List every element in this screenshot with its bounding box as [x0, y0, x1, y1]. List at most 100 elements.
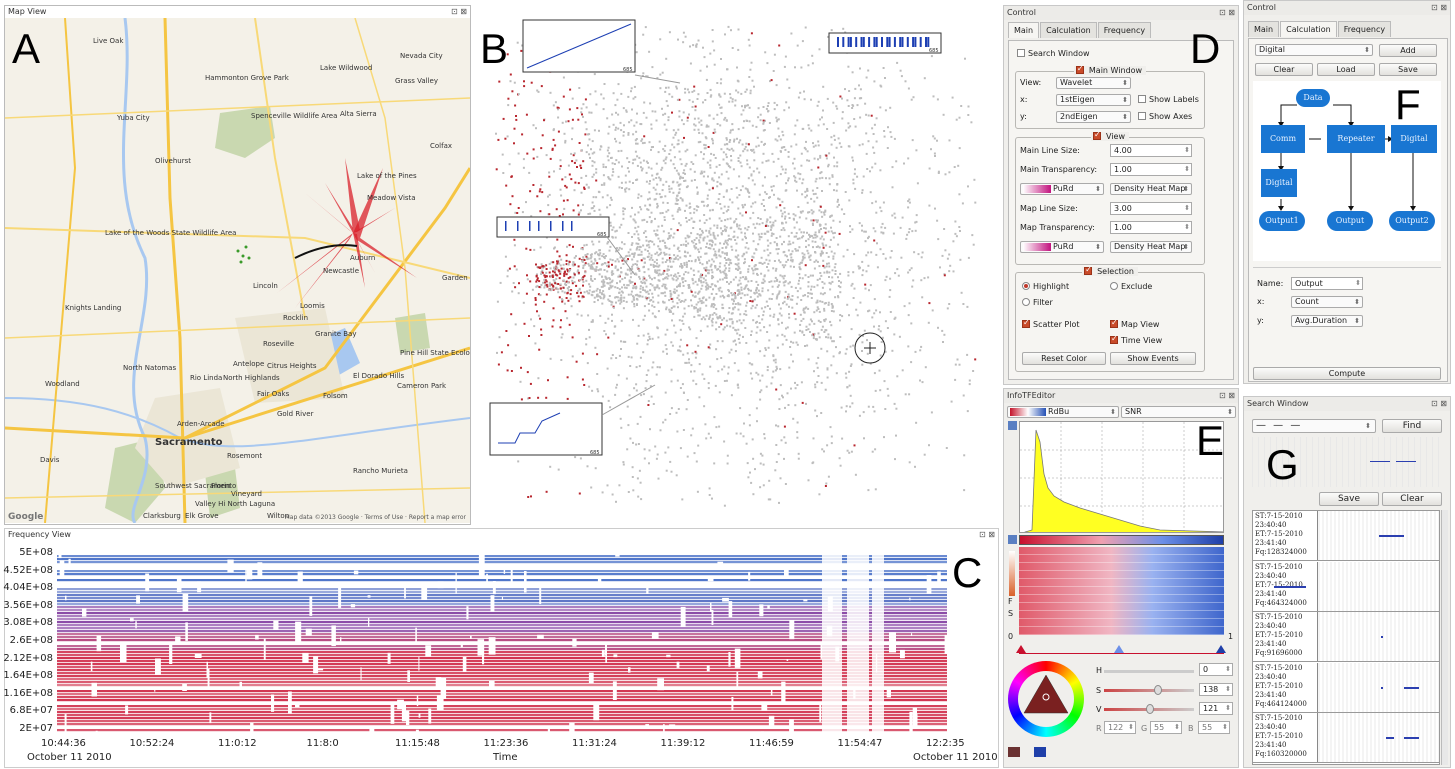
show-events-button[interactable]: Show Events [1110, 352, 1196, 365]
search-window-toggle[interactable]: Search Window [1017, 49, 1090, 58]
color-wheel[interactable] [1008, 661, 1084, 737]
tab-main[interactable]: Main [1008, 22, 1040, 38]
b-input[interactable]: 55 [1198, 721, 1230, 734]
search-result-item[interactable]: ST:7-15-2010 23:40:40 ET:7-15-2010 23:41:40… [1253, 662, 1439, 713]
node-digital-2[interactable]: Digital [1261, 169, 1297, 197]
reset-color-button[interactable]: Reset Color [1022, 352, 1106, 365]
metric-select[interactable]: SNR [1121, 406, 1236, 418]
g-input[interactable]: 55 [1150, 721, 1182, 734]
map-line-size-input[interactable]: 3.00 [1110, 202, 1192, 215]
control-point-red[interactable] [1016, 645, 1026, 653]
exclude-option[interactable]: Exclude [1110, 282, 1152, 291]
sat-slider[interactable] [1104, 685, 1194, 695]
node-output-1[interactable]: Output1 [1259, 211, 1305, 231]
recent-color-2[interactable] [1034, 747, 1046, 757]
collapse-histogram-icon[interactable] [1008, 421, 1017, 430]
exclude-radio[interactable] [1110, 282, 1118, 290]
y-select[interactable]: Avg.Duration [1291, 315, 1363, 327]
save-pattern-button[interactable]: Save [1319, 492, 1379, 506]
x-select[interactable]: 1stEigen [1056, 94, 1131, 106]
time-view-checkbox[interactable] [1110, 334, 1118, 344]
map-transparency-input[interactable]: 1.00 [1110, 221, 1192, 234]
x-select[interactable]: Count [1291, 296, 1363, 308]
tab-calculation[interactable]: Calculation [1280, 21, 1337, 37]
control-point-blue[interactable] [1216, 645, 1226, 653]
hue-input[interactable]: 0 [1199, 663, 1233, 676]
colormap-select-2[interactable]: PuRd [1020, 241, 1104, 253]
side-s-button[interactable]: S [1008, 609, 1014, 618]
scatter-plot[interactable]: 685 685 685 685 [475, 5, 1000, 525]
side-f-button[interactable]: F [1008, 597, 1013, 606]
tab-calculation[interactable]: Calculation [1040, 22, 1097, 38]
colormap-select-1[interactable]: PuRd [1020, 183, 1104, 195]
val-input[interactable]: 121 [1199, 702, 1233, 715]
clear-pattern-button[interactable]: Clear [1382, 492, 1442, 506]
results-scrollbar[interactable] [1441, 510, 1448, 765]
search-result-item[interactable]: ST:7-15-2010 23:40:40 ET:7-15-2010 23:41:40… [1253, 713, 1439, 763]
window-buttons[interactable]: ⊡ ⊠ [1219, 391, 1235, 400]
map-view-checkbox[interactable] [1110, 318, 1118, 328]
view-checkbox[interactable] [1093, 130, 1101, 140]
scatter-plot-checkbox[interactable] [1022, 318, 1030, 328]
window-buttons[interactable]: ⊡ ⊠ [451, 7, 467, 16]
color-triangle[interactable] [1008, 661, 1084, 737]
collapse-tf-icon[interactable] [1008, 535, 1017, 544]
pattern-sketch-area[interactable] [1252, 437, 1442, 487]
add-button[interactable]: Add [1379, 44, 1437, 57]
name-input[interactable]: Output [1291, 277, 1363, 290]
highlight-option[interactable]: Highlight [1022, 282, 1069, 291]
y-select[interactable]: 2ndEigen [1056, 111, 1131, 123]
find-button[interactable]: Find [1382, 419, 1442, 433]
recent-color-1[interactable] [1008, 747, 1020, 757]
scatter-plot-toggle[interactable]: Scatter Plot [1022, 318, 1079, 329]
view-select[interactable]: Wavelet [1056, 77, 1131, 89]
thumbnail-barcode-2[interactable]: 685 [496, 216, 610, 238]
thumbnail-step[interactable]: 685 [489, 402, 603, 456]
sat-input[interactable]: 138 [1199, 683, 1233, 696]
main-transparency-input[interactable]: 1.00 [1110, 163, 1192, 176]
component-type-select[interactable]: Digital [1255, 44, 1373, 56]
frequency-heatmap[interactable] [57, 552, 947, 732]
compute-button[interactable]: Compute [1253, 367, 1441, 380]
node-digital-1[interactable]: Digital [1391, 125, 1437, 153]
node-output-2[interactable]: Output2 [1389, 211, 1435, 231]
main-line-size-input[interactable]: 4.00 [1110, 144, 1192, 157]
load-button[interactable]: Load [1317, 63, 1375, 76]
node-output[interactable]: Output [1327, 211, 1373, 231]
colormap-select[interactable]: RdBu [1007, 406, 1119, 418]
val-slider-handle[interactable] [1146, 704, 1154, 714]
show-labels-checkbox[interactable] [1138, 95, 1146, 103]
show-axes-checkbox[interactable] [1138, 112, 1146, 120]
hue-slider[interactable] [1104, 670, 1194, 673]
r-input[interactable]: 122 [1104, 721, 1136, 734]
map-attribution[interactable]: Map data ©2013 Google · Terms of Use · R… [284, 514, 466, 521]
search-window-checkbox[interactable] [1017, 49, 1025, 57]
filter-option[interactable]: Filter [1022, 298, 1053, 307]
alpha-slider[interactable] [1009, 551, 1015, 596]
window-buttons[interactable]: ⊡ ⊠ [1431, 399, 1447, 408]
sat-slider-handle[interactable] [1154, 685, 1162, 695]
node-comm[interactable]: Comm [1261, 125, 1305, 153]
main-window-checkbox[interactable] [1075, 64, 1084, 74]
window-buttons[interactable]: ⊡ ⊠ [979, 530, 995, 539]
transfer-function-area[interactable] [1019, 547, 1224, 635]
node-data[interactable]: Data [1296, 89, 1330, 107]
window-buttons[interactable]: ⊡ ⊠ [1431, 3, 1447, 12]
tab-frequency[interactable]: Frequency [1097, 22, 1152, 38]
search-result-item[interactable]: ST:7-15-2010 23:40:40 ET:7-15-2010 23:41:40… [1253, 561, 1439, 612]
search-results-list[interactable]: ST:7-15-2010 23:40:40 ET:7-15-2010 23:41:40… [1252, 510, 1440, 765]
thumbnail-line[interactable]: 685 [522, 19, 636, 73]
clear-button[interactable]: Clear [1255, 63, 1313, 76]
thumbnail-barcode-1[interactable]: 685 [828, 32, 942, 54]
control-point-blue-mid[interactable] [1114, 645, 1124, 653]
tab-frequency[interactable]: Frequency [1337, 21, 1392, 37]
time-view-toggle[interactable]: Time View [1110, 334, 1162, 345]
save-button[interactable]: Save [1379, 63, 1437, 76]
node-repeater[interactable]: Repeater [1327, 125, 1385, 153]
search-result-item[interactable]: ST:7-15-2010 23:40:40 ET:7-15-2010 23:41:40… [1253, 511, 1439, 561]
heatmap-select-1[interactable]: Density Heat Map [1110, 183, 1192, 195]
filter-radio[interactable] [1022, 298, 1030, 306]
heatmap-select-2[interactable]: Density Heat Map [1110, 241, 1192, 253]
search-result-item[interactable]: ST:7-15-2010 23:40:40 ET:7-15-2010 23:41:40… [1253, 612, 1439, 662]
